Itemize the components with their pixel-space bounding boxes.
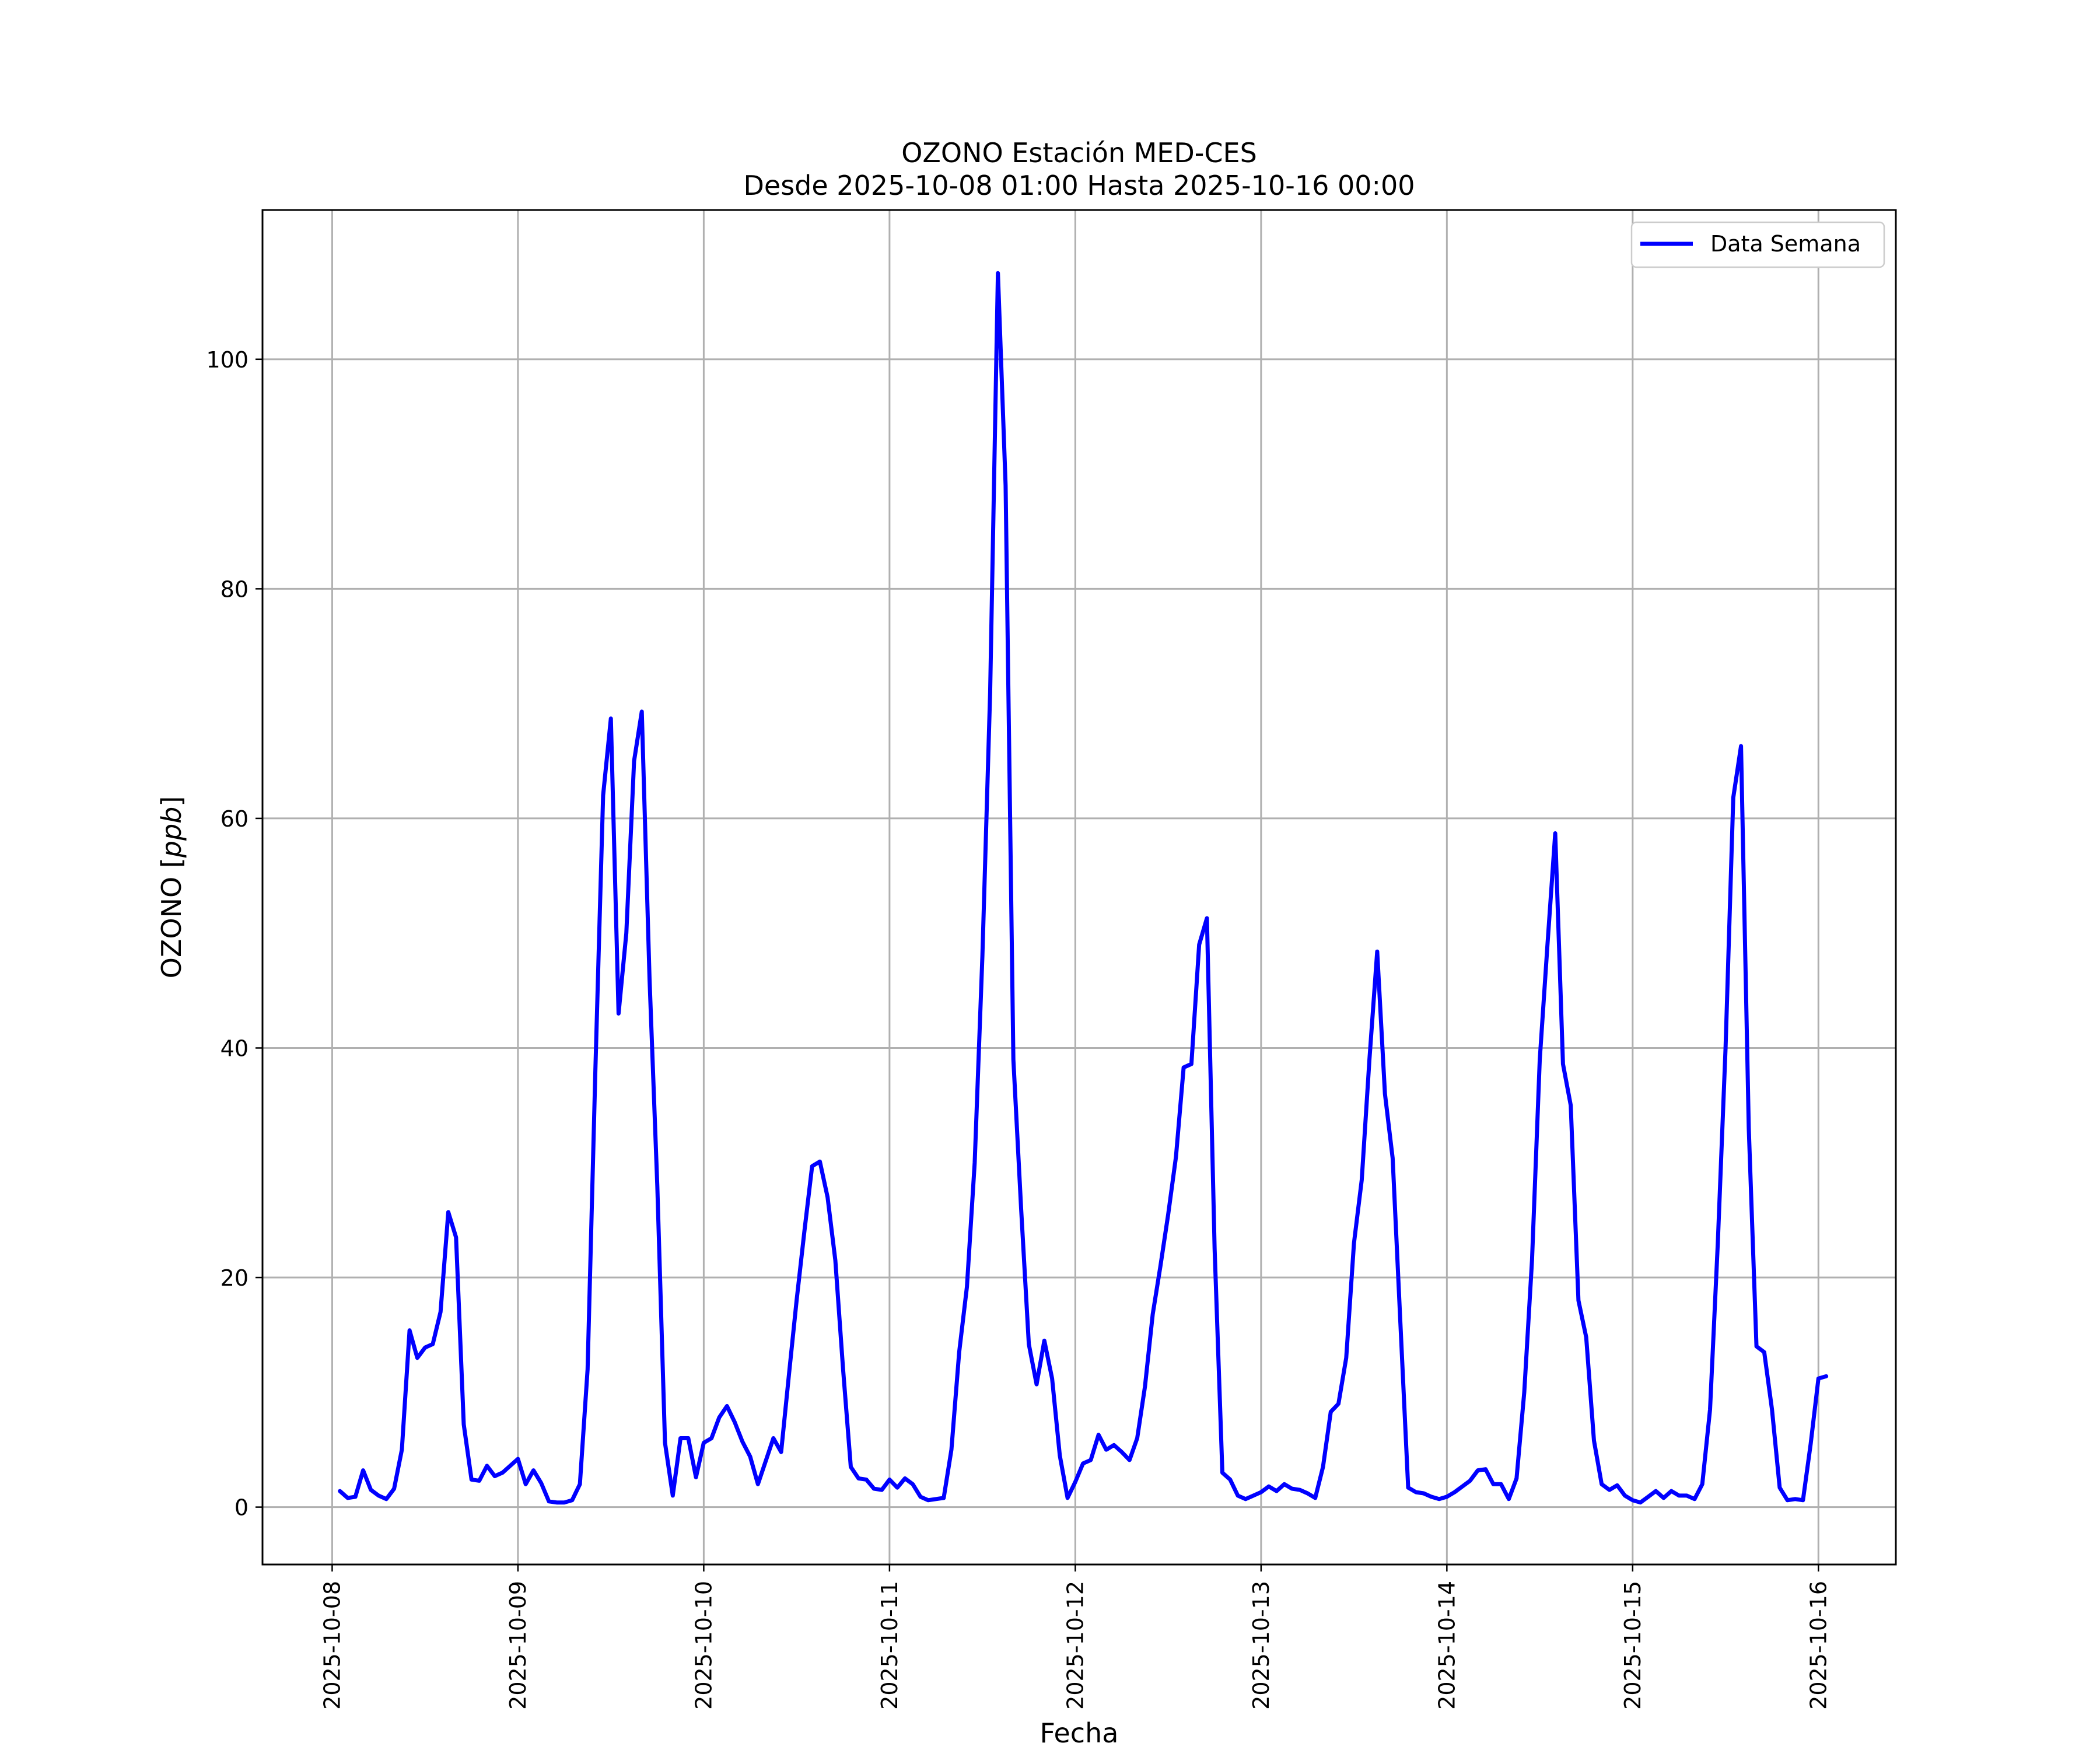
- y-tick-label: 20: [220, 1265, 249, 1291]
- y-axis-label-text: OZONO [: [156, 858, 187, 978]
- series-line-data-semana: [338, 271, 1829, 1505]
- y-axis-label-close: ]: [156, 796, 187, 807]
- x-tick-label: 2025-10-09: [505, 1581, 531, 1710]
- x-tick-label: 2025-10-10: [691, 1581, 716, 1710]
- y-tick-label: 60: [220, 806, 249, 832]
- x-tick-label: 2025-10-15: [1620, 1581, 1646, 1710]
- legend: Data Semana: [1630, 221, 1885, 268]
- x-tick-label: 2025-10-11: [877, 1581, 902, 1710]
- axis-ticks: 2025-10-08 2025-10-09 2025-10-10 2025-10-11…: [206, 347, 1831, 1710]
- y-tick-label: 40: [220, 1035, 249, 1061]
- y-axis-label-unit: ppb: [156, 807, 187, 859]
- y-tick-label: 80: [220, 576, 249, 602]
- x-tick-label: 2025-10-13: [1248, 1581, 1274, 1710]
- gridlines: [262, 210, 1896, 1564]
- x-axis-label: Fecha: [1040, 1717, 1119, 1749]
- x-tick-label: 2025-10-12: [1062, 1581, 1088, 1710]
- y-tick-label: 100: [206, 347, 249, 373]
- x-tick-label: 2025-10-08: [319, 1581, 345, 1710]
- x-tick-label: 2025-10-16: [1805, 1581, 1831, 1710]
- legend-label-data-semana: Data Semana: [1710, 231, 1861, 257]
- x-tick-label: 2025-10-14: [1434, 1581, 1460, 1710]
- y-axis-label: OZONO [ppb]: [156, 796, 187, 979]
- y-tick-label: 0: [235, 1495, 249, 1521]
- plot-frame: [261, 209, 1897, 1566]
- legend-box: [1630, 221, 1885, 268]
- chart-title: OZONO Estación MED-CES: [901, 137, 1257, 169]
- chart-subtitle: Desde 2025-10-08 01:00 Hasta 2025-10-16 …: [743, 170, 1415, 201]
